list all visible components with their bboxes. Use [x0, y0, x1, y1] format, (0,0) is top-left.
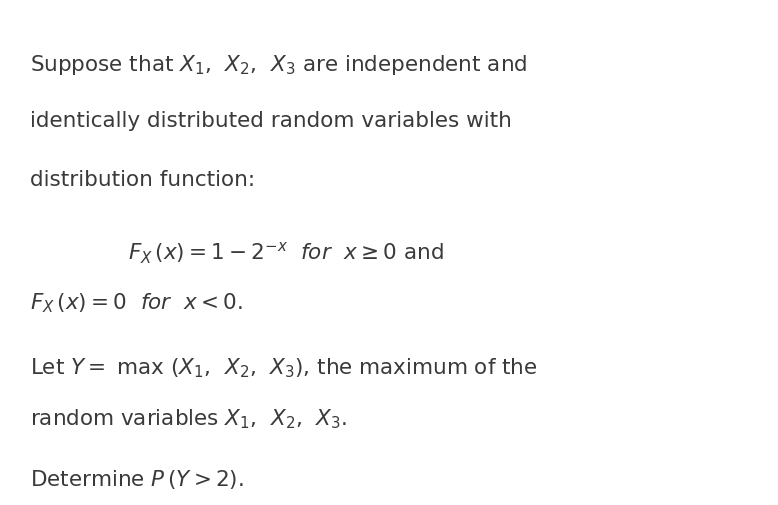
Text: identically distributed random variables with: identically distributed random variables…: [30, 111, 511, 131]
Text: Let $Y =$ max $(X_1$,  $X_2$,  $X_3)$, the maximum of the: Let $Y =$ max $(X_1$, $X_2$, $X_3)$, the…: [30, 356, 537, 380]
Text: $F_X\,(x) = 1 - 2^{-x}$  $\mathit{for}$  $x \geq 0$ and: $F_X\,(x) = 1 - 2^{-x}$ $\mathit{for}$ $…: [128, 240, 444, 266]
Text: distribution function:: distribution function:: [30, 169, 254, 189]
Text: random variables $X_1$,  $X_2$,  $X_3$.: random variables $X_1$, $X_2$, $X_3$.: [30, 407, 347, 430]
Text: Suppose that $X_1$,  $X_2$,  $X_3$ are independent and: Suppose that $X_1$, $X_2$, $X_3$ are ind…: [30, 53, 527, 77]
Text: Determine $P\,(Y > 2)$.: Determine $P\,(Y > 2)$.: [30, 467, 244, 490]
Text: $F_X\,(x) = 0$  $\mathit{for}$  $x < 0$.: $F_X\,(x) = 0$ $\mathit{for}$ $x < 0$.: [30, 290, 242, 314]
